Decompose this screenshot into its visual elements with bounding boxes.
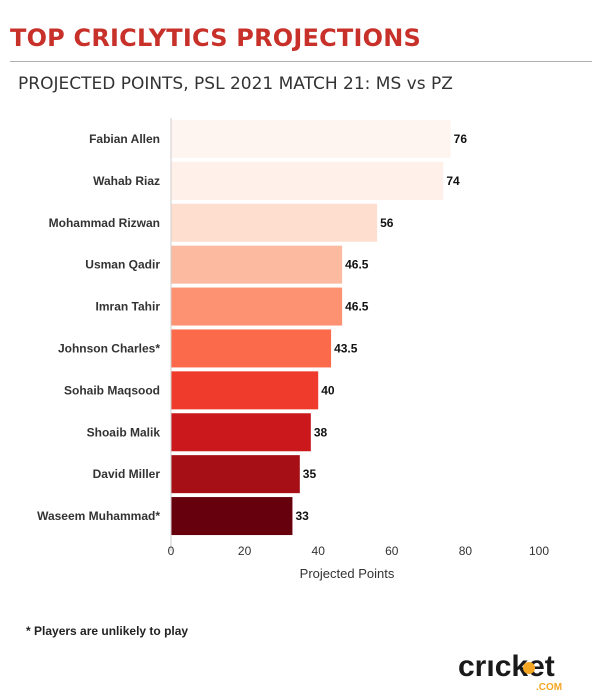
category-label: Waseem Muhammad* — [37, 509, 160, 523]
data-label: 43.5 — [334, 341, 358, 355]
x-tick-label: 100 — [529, 544, 549, 558]
bar — [171, 287, 343, 326]
bar — [171, 161, 444, 200]
x-tick-label: 40 — [312, 544, 326, 558]
x-tick-label: 0 — [168, 544, 175, 558]
bar — [171, 245, 343, 284]
category-label: Usman Qadir — [85, 258, 160, 272]
data-label: 46.5 — [345, 300, 369, 314]
ball-icon — [523, 662, 535, 674]
x-tick-label: 80 — [459, 544, 473, 558]
bar-chart: Fabian Allen 76 Wahab Riaz 74 Mohammad Rizwa… — [37, 118, 549, 581]
data-label: 40 — [321, 383, 335, 397]
cricket-com-logo: crıcket .COM — [458, 646, 578, 694]
data-label: 56 — [380, 216, 394, 230]
bar — [171, 455, 300, 494]
bar — [171, 371, 319, 410]
chart-subtitle: PROJECTED POINTS, PSL 2021 MATCH 21: MS … — [18, 74, 453, 94]
data-label: 74 — [446, 174, 460, 188]
category-label: Mohammad Rizwan — [49, 216, 160, 230]
logo-wordmark: crıcket — [458, 650, 555, 683]
bar — [171, 329, 332, 368]
category-label: David Miller — [93, 467, 161, 481]
data-label: 76 — [454, 132, 468, 146]
bar — [171, 203, 378, 242]
category-label: Sohaib Maqsood — [64, 383, 160, 397]
data-label: 46.5 — [345, 258, 369, 272]
category-label: Shoaib Malik — [87, 425, 161, 439]
bar — [171, 119, 451, 158]
x-axis-label: Projected Points — [300, 566, 395, 581]
x-tick-label: 60 — [385, 544, 399, 558]
logo-subtext: .COM — [536, 682, 562, 693]
data-label: 38 — [314, 425, 328, 439]
category-label: Imran Tahir — [96, 300, 161, 314]
data-label: 35 — [303, 467, 317, 481]
x-tick-label: 20 — [238, 544, 252, 558]
category-label: Fabian Allen — [89, 132, 160, 146]
title-divider — [10, 61, 592, 62]
category-label: Johnson Charles* — [58, 341, 160, 355]
data-label: 33 — [295, 509, 309, 523]
category-label: Wahab Riaz — [93, 174, 160, 188]
bar — [171, 413, 311, 452]
chart-title: TOP CRICLYTICS PROJECTIONS — [10, 24, 421, 52]
bar — [171, 497, 293, 536]
footnote: * Players are unlikely to play — [26, 624, 189, 638]
